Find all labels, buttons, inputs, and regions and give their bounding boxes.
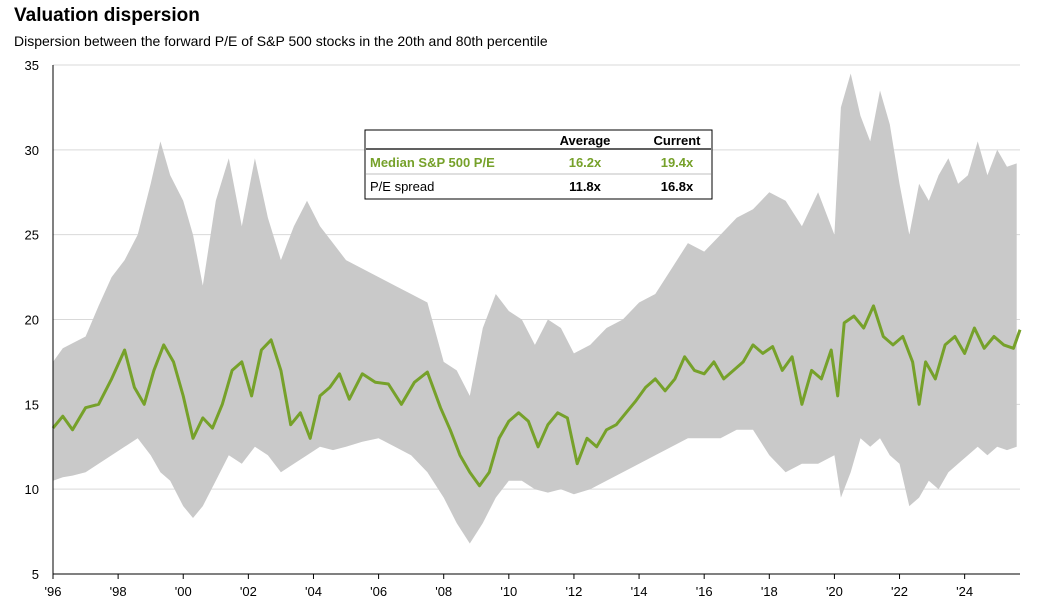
y-tick-label: 20	[25, 313, 39, 328]
x-tick-label: '06	[370, 584, 387, 599]
x-tick-label: '20	[826, 584, 843, 599]
legend-row-spread-average: 11.8x	[569, 179, 602, 194]
legend-row-spread-current: 16.8x	[661, 179, 694, 194]
y-axis-ticks: 5 10 15 20 25 30 35	[25, 58, 39, 582]
median-pe-line	[51, 304, 1022, 488]
y-tick-label: 25	[25, 228, 39, 243]
legend-header-current: Current	[654, 133, 702, 148]
legend-table-border	[364, 129, 713, 200]
y-tick-label: 35	[25, 58, 39, 73]
y-tick-label: 15	[25, 397, 39, 412]
x-axis-ticks: '96 '98 '00 '02 '04 '06 '08 '10 '12 '14 '16 '18 '20 '…	[45, 574, 973, 599]
legend-row-spread-label: P/E spread	[370, 179, 434, 194]
legend-row-median-current: 19.4x	[661, 155, 694, 170]
x-tick-label: '12	[565, 584, 582, 599]
x-tick-label: '08	[435, 584, 452, 599]
x-tick-label: '10	[500, 584, 517, 599]
y-tick-label: 5	[32, 567, 39, 582]
y-tick-label: 10	[25, 482, 39, 497]
legend-table: Average Current Median S&P 500 P/E 16.2x…	[364, 129, 713, 200]
axes	[52, 65, 1020, 575]
percentile-band	[53, 73, 1017, 544]
chart-title: Valuation dispersion	[14, 5, 200, 26]
x-tick-label: '96	[45, 584, 62, 599]
legend-header-average: Average	[560, 133, 611, 148]
x-tick-label: '02	[240, 584, 257, 599]
legend-row-median-label: Median S&P 500 P/E	[370, 155, 495, 170]
x-tick-label: '14	[631, 584, 648, 599]
x-tick-label: '00	[175, 584, 192, 599]
x-tick-label: '04	[305, 584, 322, 599]
x-tick-label: '16	[696, 584, 713, 599]
x-tick-label: '18	[761, 584, 778, 599]
x-tick-label: '98	[110, 584, 127, 599]
legend-row-median-average: 16.2x	[569, 155, 602, 170]
chart-subtitle: Dispersion between the forward P/E of S&…	[14, 33, 548, 49]
y-tick-label: 30	[25, 143, 39, 158]
x-tick-label: '24	[956, 584, 973, 599]
x-tick-label: '22	[891, 584, 908, 599]
